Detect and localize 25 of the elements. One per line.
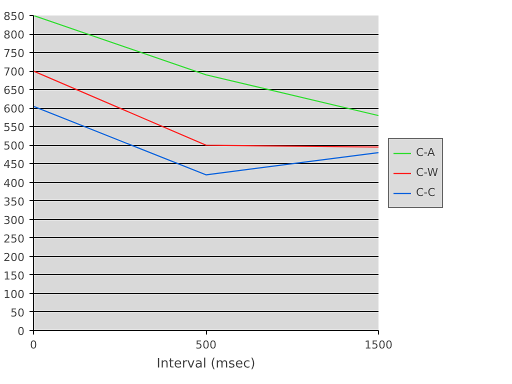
y-tick-label: 450 [4, 158, 25, 172]
y-tick-label: 550 [4, 121, 25, 134]
y-tick-label: 200 [4, 250, 25, 264]
y-tick-label: 150 [4, 269, 25, 282]
y-tick-label: 50 [10, 306, 25, 320]
y-tick-label: 650 [4, 84, 25, 98]
y-tick-label: 600 [4, 102, 25, 116]
x-tick-label: 1500 [364, 338, 393, 352]
y-tick-label: 300 [4, 214, 25, 227]
x-tick-label: 500 [196, 338, 216, 352]
legend-label: C-A [416, 146, 436, 159]
y-tick-label: 0 [18, 325, 24, 338]
legend-label: C-W [416, 166, 438, 179]
y-tick-label: 800 [4, 28, 25, 42]
y-tick-label: 850 [4, 10, 25, 23]
y-tick-label: 400 [4, 176, 25, 190]
y-tick-label: 350 [4, 195, 25, 208]
y-tick-label: 100 [4, 288, 25, 301]
x-tick-label: 0 [30, 338, 37, 352]
legend-label: C-C [416, 186, 436, 199]
y-tick-label: 250 [4, 232, 25, 246]
y-tick-label: 700 [4, 66, 25, 79]
x-axis-title: Interval (msec) [156, 356, 256, 372]
y-tick-label: 750 [4, 47, 25, 60]
y-tick-label: 500 [4, 140, 25, 153]
